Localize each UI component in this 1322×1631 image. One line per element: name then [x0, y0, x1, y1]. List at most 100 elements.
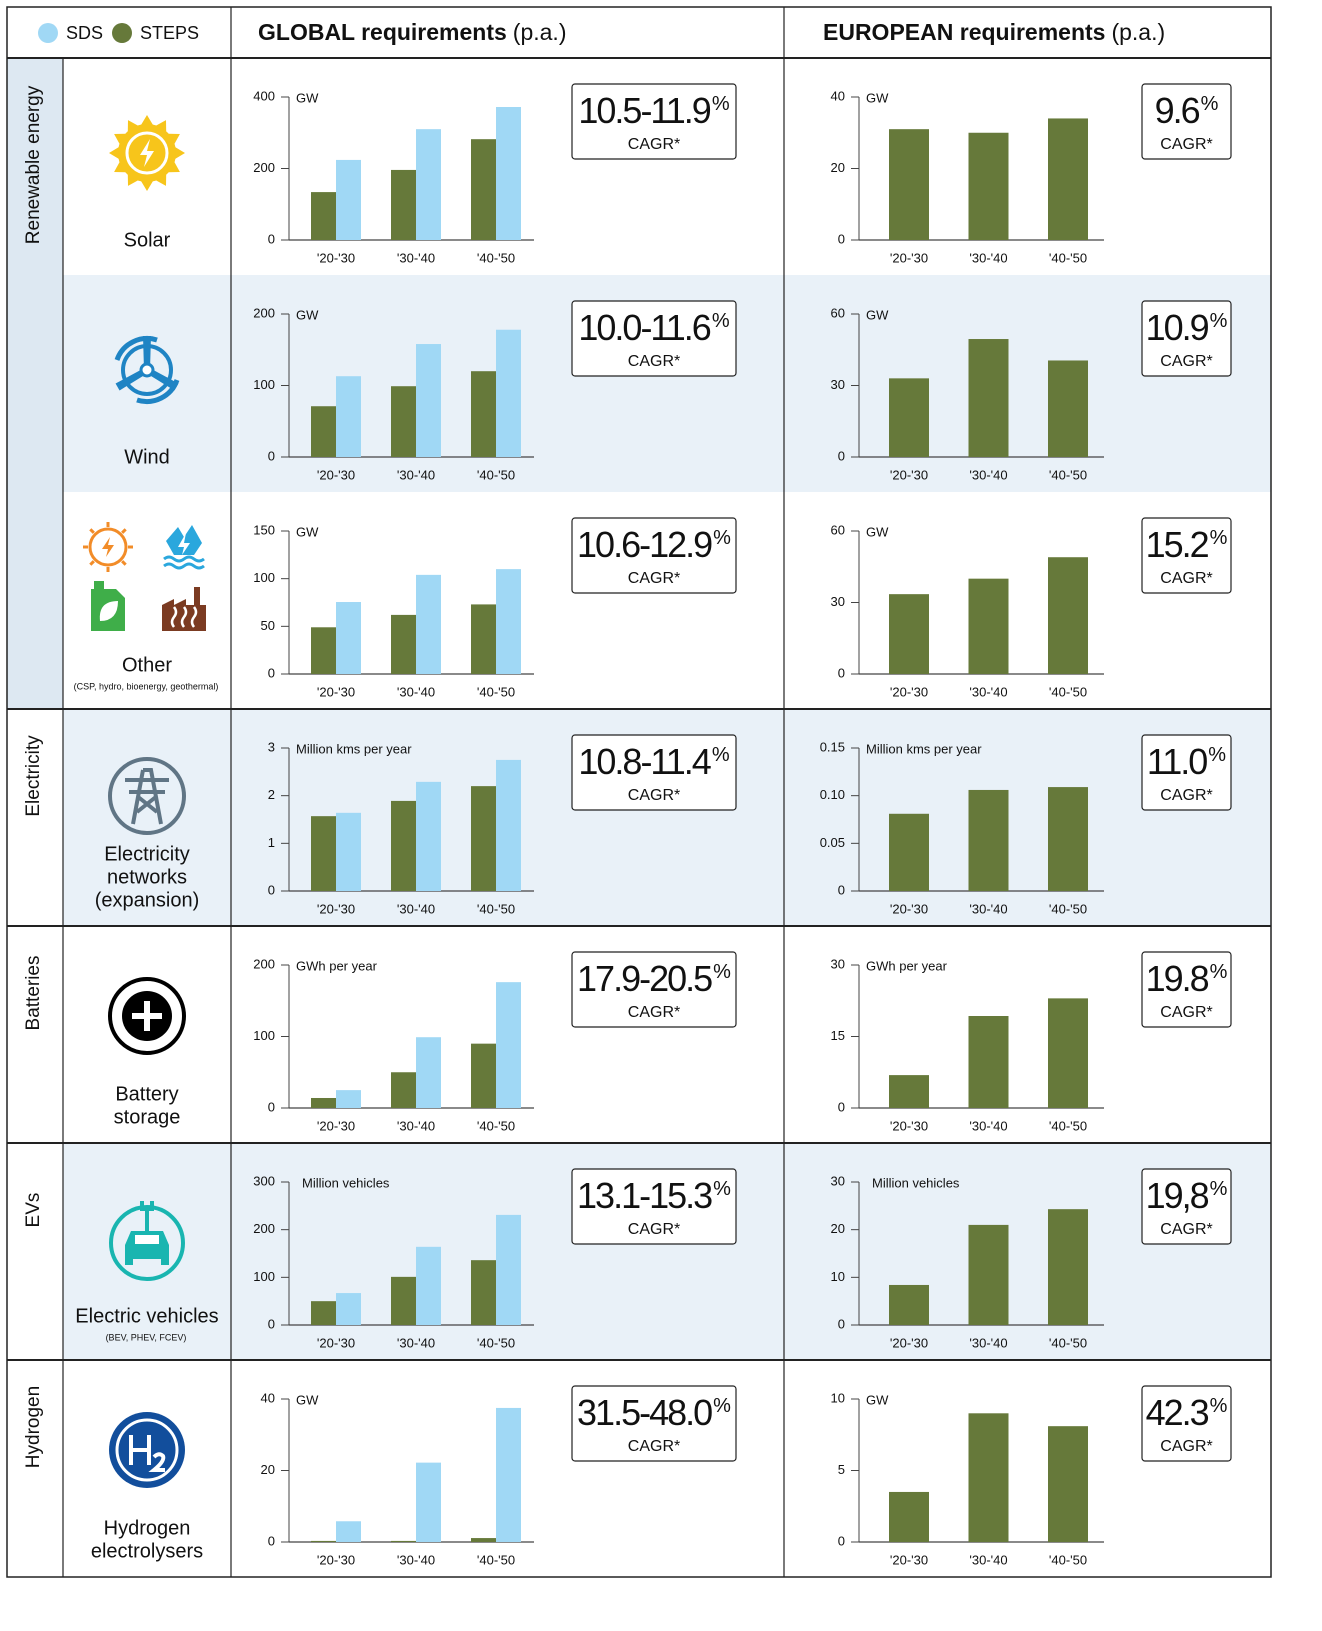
- hydro-wave: [163, 562, 205, 570]
- cagr-unit: %: [712, 744, 730, 766]
- cagr-number: 17.9-20.5: [577, 958, 712, 999]
- y-tick-label: 200: [253, 1221, 275, 1236]
- bar: [889, 129, 929, 240]
- x-tick-label: '20-'30: [317, 684, 355, 699]
- bar: [968, 789, 1009, 891]
- y-tick-label: 0.05: [820, 835, 845, 850]
- x-tick-label: '40-'50: [1049, 901, 1087, 916]
- cagr-number: 31.5-48.0: [577, 1392, 712, 1433]
- x-tick-label: '20-'30: [317, 901, 355, 916]
- axis-unit: Million vehicles: [872, 1175, 960, 1190]
- cagr-box: [571, 83, 737, 160]
- bar: [889, 813, 929, 891]
- y-tick-label: 200: [253, 305, 275, 320]
- bar: [471, 786, 496, 891]
- cagr-unit: %: [1208, 744, 1226, 766]
- column-suffix: (p.a.): [1111, 19, 1165, 45]
- cagr-value: 10.8-11.4%: [578, 741, 729, 782]
- bar: [416, 781, 441, 891]
- bar: [968, 578, 1009, 674]
- bar: [496, 329, 521, 457]
- y-tick-label: 0: [838, 1316, 845, 1331]
- cagr-unit: %: [1210, 527, 1228, 549]
- bar: [311, 1540, 336, 1542]
- csp-bolt: [102, 537, 114, 557]
- bar: [311, 1097, 336, 1108]
- bar: [471, 1260, 496, 1325]
- bar: [1048, 787, 1088, 891]
- cagr-box: [1141, 300, 1232, 377]
- x-tick-label: '30-'40: [969, 1118, 1007, 1133]
- x-tick-label: '30-'40: [969, 1552, 1007, 1567]
- y-tick-label: 0: [838, 665, 845, 680]
- x-tick-label: '20-'30: [317, 1118, 355, 1133]
- cagr-number: 10.6-12.9: [577, 524, 712, 565]
- x-tick-label: '20-'30: [890, 684, 928, 699]
- bar: [311, 1301, 336, 1325]
- cagr-label: CAGR*: [1160, 1438, 1212, 1455]
- y-tick-label: 5: [838, 1462, 845, 1477]
- bar: [496, 107, 521, 240]
- bio-icon: [91, 581, 125, 631]
- cagr-label: CAGR*: [628, 570, 680, 587]
- row-name: Electricity: [104, 843, 190, 865]
- cagr-box: [571, 1385, 737, 1462]
- x-tick-label: '20-'30: [890, 1335, 928, 1350]
- cagr-value: 10.0-11.6%: [578, 307, 729, 348]
- y-tick-label: 0: [838, 1533, 845, 1548]
- y-tick-label: 30: [831, 1173, 845, 1188]
- y-tick-label: 0: [268, 231, 275, 246]
- y-tick-label: 0: [268, 665, 275, 680]
- wind-icon: [114, 335, 180, 405]
- axis-unit: Million vehicles: [302, 1175, 390, 1190]
- cagr-number: 10.0-11.6: [578, 307, 710, 348]
- x-tick-label: '20-'30: [890, 250, 928, 265]
- y-tick-label: 30: [831, 594, 845, 609]
- bar: [391, 614, 416, 674]
- wind-blade: [143, 336, 151, 370]
- bar: [1048, 557, 1088, 674]
- x-tick-label: '20-'30: [317, 250, 355, 265]
- bar: [391, 1276, 416, 1325]
- cagr-number: 9.6: [1155, 90, 1200, 131]
- geo-wave: [170, 606, 178, 628]
- geo-wave: [180, 606, 188, 628]
- bar: [968, 132, 1009, 240]
- bar: [968, 1016, 1009, 1108]
- axis-unit: GW: [866, 1392, 889, 1407]
- ev-icon: [109, 1201, 185, 1281]
- sun-ray: [141, 181, 153, 191]
- csp-ray: [121, 560, 127, 566]
- bar: [311, 192, 336, 240]
- y-tick-label: 10: [831, 1390, 845, 1405]
- geo-icon: [162, 587, 206, 631]
- wind-hub: [139, 362, 155, 378]
- axis-unit: GW: [866, 90, 889, 105]
- y-tick-label: 100: [253, 1269, 275, 1284]
- column-header: GLOBAL requirements (p.a.): [258, 19, 566, 45]
- cagr-unit: %: [713, 961, 731, 983]
- x-tick-label: '30-'40: [397, 684, 435, 699]
- cagr-label: CAGR*: [1160, 353, 1212, 370]
- legend-swatch: [38, 23, 58, 43]
- bar: [311, 816, 336, 891]
- cagr-label: CAGR*: [1160, 1004, 1212, 1021]
- cagr-number: 42.3: [1146, 1392, 1209, 1433]
- y-tick-label: 200: [253, 956, 275, 971]
- x-tick-label: '30-'40: [397, 1118, 435, 1133]
- cagr-value: 11.0%: [1147, 741, 1226, 782]
- y-tick-label: 3: [268, 739, 275, 754]
- bar: [471, 604, 496, 674]
- axis-unit: GW: [296, 307, 319, 322]
- csp-ray: [121, 528, 127, 534]
- x-tick-label: '40-'50: [1049, 684, 1087, 699]
- legend-label: SDS: [66, 23, 103, 43]
- bar: [1048, 118, 1088, 240]
- x-tick-label: '30-'40: [397, 1552, 435, 1567]
- bar: [336, 1293, 361, 1325]
- cagr-value: 15.2%: [1146, 524, 1228, 565]
- group-background: [7, 58, 63, 709]
- y-tick-label: 0: [838, 231, 845, 246]
- cagr-value: 10.9%: [1146, 307, 1228, 348]
